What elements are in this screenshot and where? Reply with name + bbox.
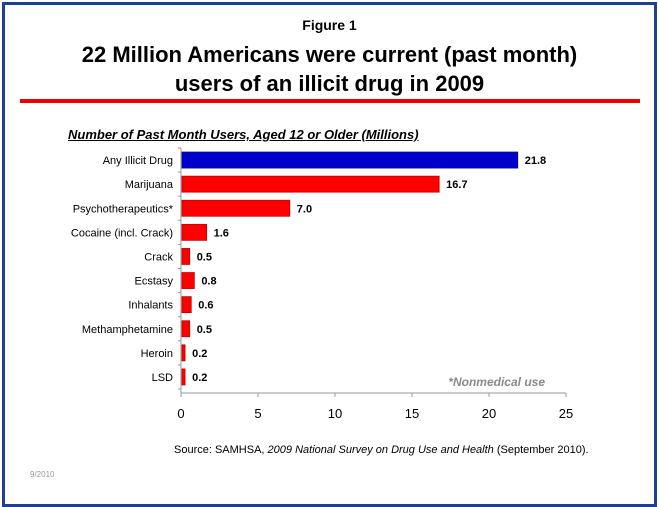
bar-crack	[181, 248, 191, 265]
value-label: 0.5	[197, 324, 212, 336]
value-label: 0.5	[197, 251, 212, 263]
category-label: LSD	[152, 372, 173, 384]
bar-psychotherapeutics	[181, 199, 291, 217]
category-label: Cocaine (incl. Crack)	[71, 227, 173, 239]
category-label: Crack	[144, 251, 173, 263]
bar-inhalants	[181, 296, 192, 314]
source-suffix: (September 2010).	[493, 444, 589, 456]
value-label: 16.7	[446, 179, 467, 191]
category-label: Inhalants	[128, 300, 173, 312]
date-footer: 9/2010	[30, 470, 55, 479]
x-tick-label: 5	[254, 406, 261, 421]
category-label: Any Illicit Drug	[103, 155, 173, 167]
category-label: Heroin	[141, 348, 173, 360]
value-label: 21.8	[525, 155, 546, 167]
x-tick-label: 25	[559, 406, 573, 421]
title-rule	[20, 99, 640, 103]
chart-title-line-2: users of an illicit drug in 2009	[174, 71, 485, 96]
x-tick-label: 0	[177, 406, 184, 421]
source-title: 2009 National Survey on Drug Use and Hea…	[267, 444, 494, 456]
chart-title: 22 Million Americans were current (past …	[0, 40, 659, 98]
figure-label: Figure 1	[302, 17, 357, 33]
bar-heroin	[181, 344, 186, 362]
value-label: 1.6	[214, 227, 229, 239]
bar-methamphetamine	[181, 320, 191, 338]
bar-ecstasy	[181, 272, 195, 289]
bar-lsd	[181, 368, 186, 386]
value-label: 0.8	[201, 276, 216, 288]
source-note: Source: SAMHSA, 2009 National Survey on …	[174, 444, 589, 456]
value-label: 0.2	[192, 348, 207, 360]
bar-any-illicit-drug	[181, 151, 519, 169]
category-label: Methamphetamine	[82, 324, 173, 336]
x-tick-label: 10	[328, 406, 342, 421]
category-label: Ecstasy	[134, 276, 173, 288]
value-label: 0.6	[198, 300, 213, 312]
bar-cocaine-incl-crack	[181, 223, 208, 241]
source-prefix: Source: SAMHSA,	[174, 444, 268, 456]
chart-title-line-1: 22 Million Americans were current (past …	[81, 42, 578, 67]
x-tick-label: 15	[405, 406, 419, 421]
chart-subtitle: Number of Past Month Users, Aged 12 or O…	[68, 127, 419, 142]
bar-marijuana	[181, 175, 440, 193]
x-tick-label: 20	[482, 406, 496, 421]
category-label: Marijuana	[125, 179, 174, 191]
footnote-annotation: *Nonmedical use	[448, 375, 545, 389]
value-label: 7.0	[297, 203, 312, 215]
category-label: Psychotherapeutics*	[73, 203, 174, 215]
value-label: 0.2	[192, 372, 207, 384]
